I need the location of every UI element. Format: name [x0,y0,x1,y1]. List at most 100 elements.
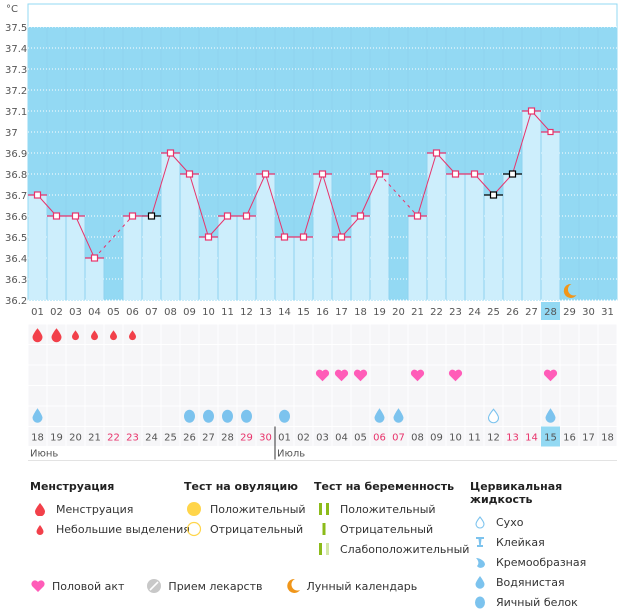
grid-cell [503,427,522,446]
y-tick-label: 36.9 [5,149,27,160]
grid-cell [351,345,370,365]
today-highlight [541,426,560,447]
x-tick-label: 20 [392,307,405,318]
grid-cell [351,427,370,446]
y-tick-label: 36.6 [5,212,27,223]
legend-item: Отрицательный [314,519,469,539]
grid-cell [313,427,332,446]
temp-bar [313,174,332,300]
legend-ovulation-test: Тест на овуляцию Положительный Отрицател… [184,480,306,539]
grid-cell [85,365,104,385]
grid-cell [332,406,351,426]
grid-cell [85,345,104,365]
grid-cell [142,365,161,385]
grid-cell [123,427,142,446]
temp-point [52,212,61,220]
grid-cell [598,324,617,344]
calendar-date: 16 [563,433,576,444]
grid-cell [237,365,256,385]
x-tick-label: 06 [126,307,139,318]
grid-cell [351,406,370,426]
grid-cell [560,406,579,426]
calendar-date: 21 [88,433,101,444]
temp-bar [370,174,389,300]
temp-bar [85,258,104,300]
temp-point [166,149,175,157]
month-label: Июль [277,449,305,460]
x-tick-label: 02 [50,307,63,318]
temp-point [204,233,213,241]
grid-cell [541,386,560,406]
temp-point [242,212,251,220]
grid-cell [142,345,161,365]
pregnancy-faint-icon [314,542,334,556]
menstruation-icon [32,328,43,343]
grid-cell [427,324,446,344]
calendar-date: 05 [354,433,367,444]
legend-label: Водянистая [496,575,565,589]
grid-cell [47,427,66,446]
grid-cell [427,345,446,365]
legend-item: Слабоположительный [314,539,469,559]
x-tick-label: 26 [506,307,519,318]
calendar-date: 20 [69,433,82,444]
grid-cell [465,345,484,365]
grid-cell [408,406,427,426]
temp-point [147,212,156,220]
temp-bar [522,111,541,300]
legend-item: Кремообразная [470,552,626,572]
grid-cell [389,386,408,406]
grid-cell [484,365,503,385]
temp-point [318,170,327,178]
grid-cell [294,386,313,406]
x-tick-label: 01 [31,307,44,318]
grid-cell [47,345,66,365]
grid-cell [579,427,598,446]
legend-item: Клейкая [470,532,626,552]
blood-drop-icon [30,502,50,516]
x-tick-label: 04 [88,307,101,318]
grid-cell [237,427,256,446]
grid-cell [180,386,199,406]
calendar-date: 25 [164,433,177,444]
calendar-date: 17 [582,433,595,444]
grid-cell [541,345,560,365]
spotting-icon [129,330,136,341]
heart-icon [30,579,46,593]
legend-label: Отрицательный [210,522,304,536]
grid-cell [256,345,275,365]
calendar-date: 29 [240,433,253,444]
temp-point [508,170,517,178]
x-tick-label: 25 [487,307,500,318]
y-tick-label: 36.8 [5,170,27,181]
legend-pregnancy-test: Тест на беременность Положительный Отриц… [314,480,469,559]
calendar-date: 06 [373,433,386,444]
grid-cell [256,427,275,446]
legend-label: Половой акт [52,579,125,593]
calendar-date: 07 [392,433,405,444]
x-tick-label: 14 [278,307,291,318]
grid-cell [294,406,313,426]
temp-line-segment [512,110,532,175]
moon-icon [563,283,577,298]
egg-white-icon [222,409,233,423]
grid-cell [104,386,123,406]
y-tick-label: 37.1 [5,107,27,118]
x-tick-label: 21 [411,307,424,318]
temp-point [33,191,42,199]
grid-cell [579,345,598,365]
watery-drop-icon [32,408,43,423]
x-tick-label: 16 [316,307,329,318]
grid-cell [579,365,598,385]
heart-icon [353,369,368,382]
temp-bar [332,237,351,300]
grid-cell [28,365,47,385]
ovulation-positive-icon [184,501,204,517]
temp-line-segment [151,152,171,217]
y-tick-label: 36.3 [5,275,27,286]
grid-cell [370,345,389,365]
grid-cell [427,365,446,385]
grid-cell [389,324,408,344]
calendar-date: 03 [316,433,329,444]
x-tick-label: 13 [259,307,272,318]
